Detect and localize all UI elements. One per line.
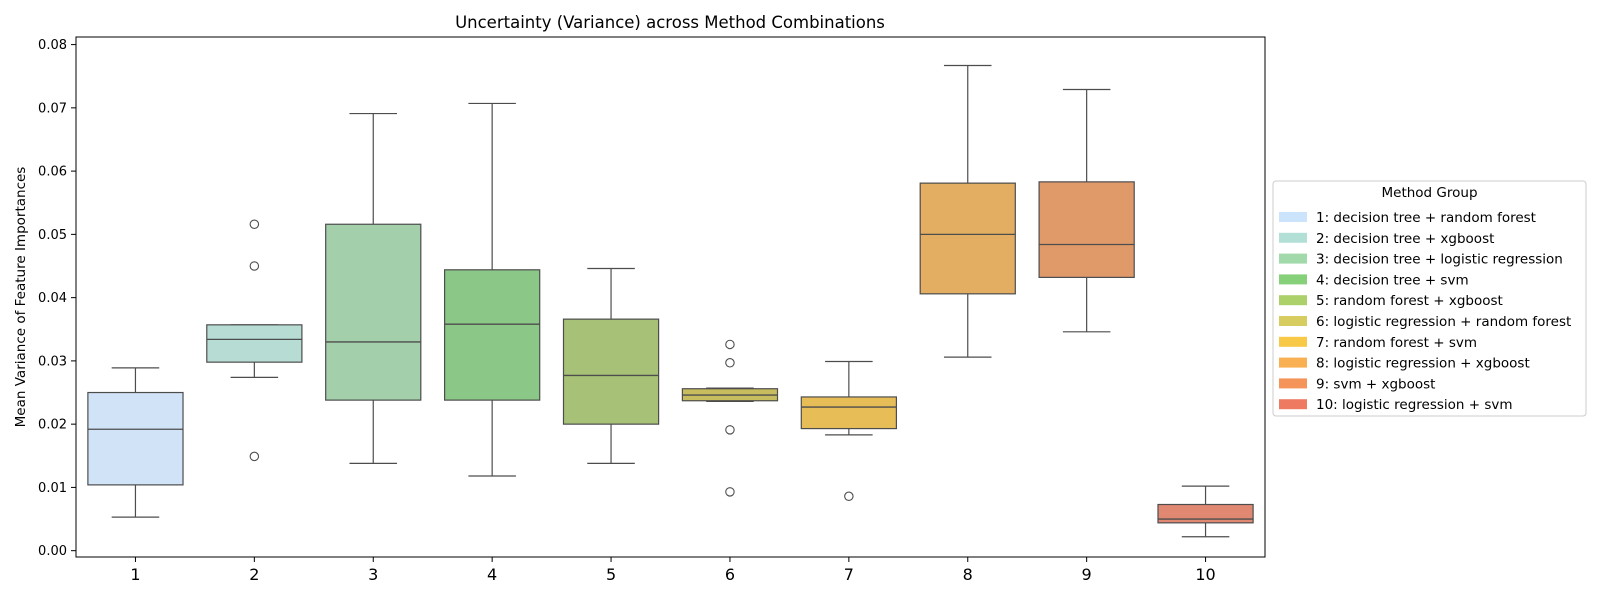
box-group-1: [87, 367, 184, 518]
box-group-9: [1038, 88, 1135, 333]
box: [562, 318, 660, 425]
box: [443, 269, 541, 401]
legend-frame: [1272, 180, 1587, 417]
legend-swatch: [1279, 378, 1307, 389]
outlier-point: [725, 425, 735, 435]
plot-frame: [75, 36, 1266, 558]
legend-entry-label: 2: decision tree + xgboost: [1316, 231, 1494, 247]
outlier-point: [249, 451, 260, 462]
x-tick-label: 9: [1082, 565, 1092, 584]
box-group-8: [919, 64, 1016, 358]
box-group-5: [562, 267, 660, 464]
legend-swatch: [1279, 357, 1307, 368]
x-tick-label: 2: [249, 565, 259, 584]
box: [325, 223, 422, 401]
legend-entry-label: 7: random forest + svm: [1316, 335, 1477, 351]
box: [919, 182, 1016, 295]
legend-entry-label: 9: svm + xgboost: [1316, 376, 1435, 392]
box-group-2: [206, 219, 303, 462]
legend-swatch: [1279, 316, 1307, 326]
x-tick-label: 7: [844, 565, 854, 584]
x-tick-label: 5: [606, 565, 616, 584]
legend-swatch: [1279, 336, 1307, 347]
box: [800, 396, 898, 430]
box: [206, 324, 303, 363]
x-tick-label: 4: [487, 565, 497, 584]
legend-swatch: [1279, 232, 1307, 243]
y-tick-label: 0.01: [38, 481, 67, 496]
legend-entry-label: 8: logistic regression + xgboost: [1316, 356, 1530, 372]
legend: Method Group 1: decision tree + random fo…: [1272, 180, 1587, 417]
legend-entry-label: 1: decision tree + random forest: [1316, 210, 1536, 226]
outlier-point: [725, 487, 735, 497]
legend-swatch: [1279, 253, 1307, 264]
y-tick-label: 0.05: [38, 228, 67, 243]
legend-swatch: [1279, 399, 1307, 410]
box-group-6: [681, 339, 779, 497]
outlier-point: [249, 261, 260, 271]
outlier-point: [725, 358, 735, 368]
box: [87, 391, 184, 486]
outlier-point: [844, 491, 854, 502]
chart-title: Uncertainty (Variance) across Method Com…: [455, 13, 885, 32]
box: [1157, 503, 1254, 524]
box: [1038, 181, 1135, 278]
y-tick-label: 0.02: [38, 418, 67, 433]
plot-area: 0.00 0.01 0.02 0.03 0.04 0.05 0.06 0.07 0.08 1 2 3 4…: [38, 36, 1266, 584]
x-tick-label: 3: [368, 565, 378, 584]
y-tick-label: 0.08: [38, 38, 67, 53]
box-group-10: [1157, 485, 1254, 538]
legend-entry-label: 10: logistic regression + svm: [1316, 397, 1513, 413]
x-tick-label: 6: [725, 565, 735, 584]
y-tick-label: 0.06: [38, 165, 67, 180]
legend-entry-label: 5: random forest + xgboost: [1316, 293, 1503, 309]
box-group-4: [443, 102, 541, 477]
y-tick-label: 0.07: [38, 101, 67, 116]
legend-swatch: [1279, 295, 1307, 306]
outlier-point: [249, 219, 260, 230]
legend-entry-label: 3: decision tree + logistic regression: [1316, 252, 1563, 268]
y-tick-label: 0.00: [38, 544, 67, 559]
legend-swatch: [1279, 274, 1307, 285]
legend-entry-label: 6: logistic regression + random forest: [1316, 314, 1571, 330]
box-group-3: [325, 112, 422, 464]
y-tick-label: 0.04: [38, 291, 67, 306]
x-tick-label: 10: [1195, 565, 1215, 584]
box-group-7: [800, 360, 898, 502]
legend-title: Method Group: [1381, 185, 1477, 201]
outlier-point: [725, 339, 735, 350]
x-tick-label: 1: [130, 565, 140, 584]
x-tick-label: 8: [963, 565, 973, 584]
legend-swatch: [1279, 212, 1307, 222]
legend-entry-label: 4: decision tree + svm: [1316, 272, 1469, 288]
y-axis-label: Mean Variance of Feature Importances: [13, 167, 29, 428]
y-tick-label: 0.03: [38, 354, 67, 369]
